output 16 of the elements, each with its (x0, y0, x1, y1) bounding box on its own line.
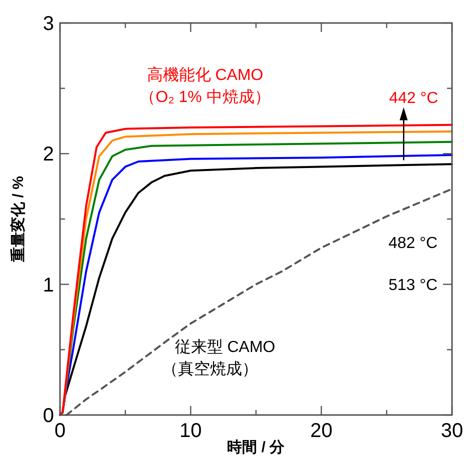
y-tick-label: 3 (42, 13, 54, 35)
y-tick-label: 0 (42, 405, 54, 427)
annotation: （真空焼成） (162, 360, 258, 378)
x-tick-label: 30 (440, 420, 464, 442)
y-tick-label: 2 (42, 144, 54, 166)
x-tick-label: 10 (180, 420, 202, 442)
y-axis-title: 重量変化 / % (9, 176, 27, 263)
x-axis-title: 時間 / 分 (227, 439, 286, 456)
annotation: 442 °C (389, 90, 438, 108)
annotation: 従来型 CAMO (174, 338, 276, 356)
annotation: （O₂ 1% 中焼成） (140, 88, 270, 106)
annotation: 482 °C (388, 235, 438, 252)
annotation: 高機能化 CAMO (146, 66, 264, 84)
y-tick-label: 1 (42, 274, 54, 296)
annotation: 513 °C (388, 277, 438, 294)
x-tick-label: 20 (310, 420, 332, 442)
